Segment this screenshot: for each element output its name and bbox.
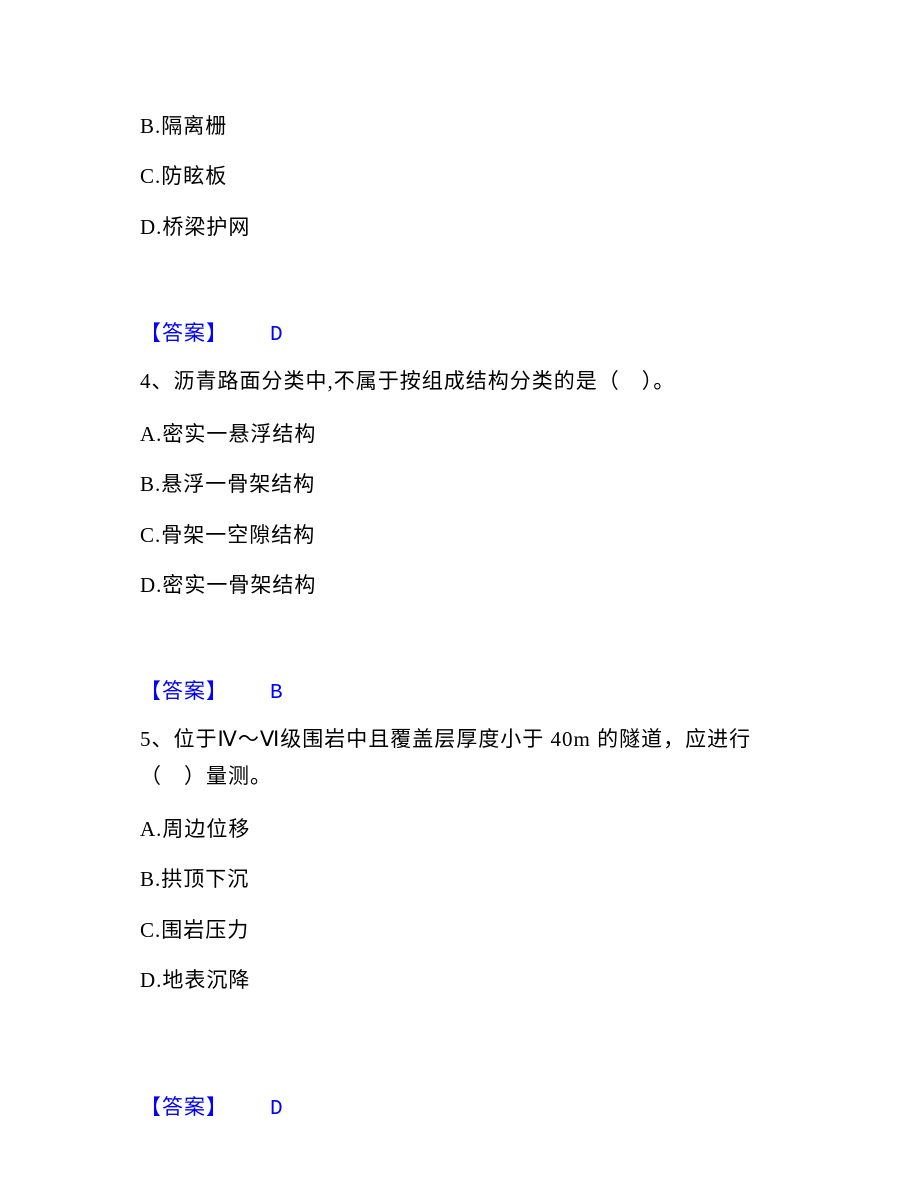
answer-label: 【答案】 (140, 321, 228, 345)
answer-5: 【答案】 D (140, 1091, 780, 1121)
answer-3: 【答案】 D (140, 317, 780, 347)
question-4-option-b: B.悬浮一骨架结构 (140, 470, 780, 499)
answer-value: D (270, 1098, 283, 1121)
question-5-text: 5、位于Ⅳ～Ⅵ级围岩中且覆盖层厚度小于 40m 的隧道，应进行（ ）量测。 (140, 721, 780, 795)
question-4-option-d: D.密实一骨架结构 (140, 571, 780, 600)
answer-4: 【答案】 B (140, 675, 780, 705)
question-5-option-d: D.地表沉降 (140, 966, 780, 995)
question-4-option-a: A.密实一悬浮结构 (140, 420, 780, 449)
question-4-option-c: C.骨架一空隙结构 (140, 521, 780, 550)
answer-value: B (270, 682, 283, 705)
document-content: B.隔离栅 C.防眩板 D.桥梁护网 【答案】 D 4、沥青路面分类中,不属于按… (140, 112, 780, 1121)
option-c: C.防眩板 (140, 162, 780, 191)
question-5-option-c: C.围岩压力 (140, 916, 780, 945)
option-b: B.隔离栅 (140, 112, 780, 141)
question-5-option-b: B.拱顶下沉 (140, 865, 780, 894)
answer-label: 【答案】 (140, 1095, 228, 1119)
answer-label: 【答案】 (140, 679, 228, 703)
question-5-option-a: A.周边位移 (140, 815, 780, 844)
question-4-text: 4、沥青路面分类中,不属于按组成结构分类的是（ ）。 (140, 363, 780, 400)
answer-value: D (270, 324, 283, 347)
option-d: D.桥梁护网 (140, 213, 780, 242)
